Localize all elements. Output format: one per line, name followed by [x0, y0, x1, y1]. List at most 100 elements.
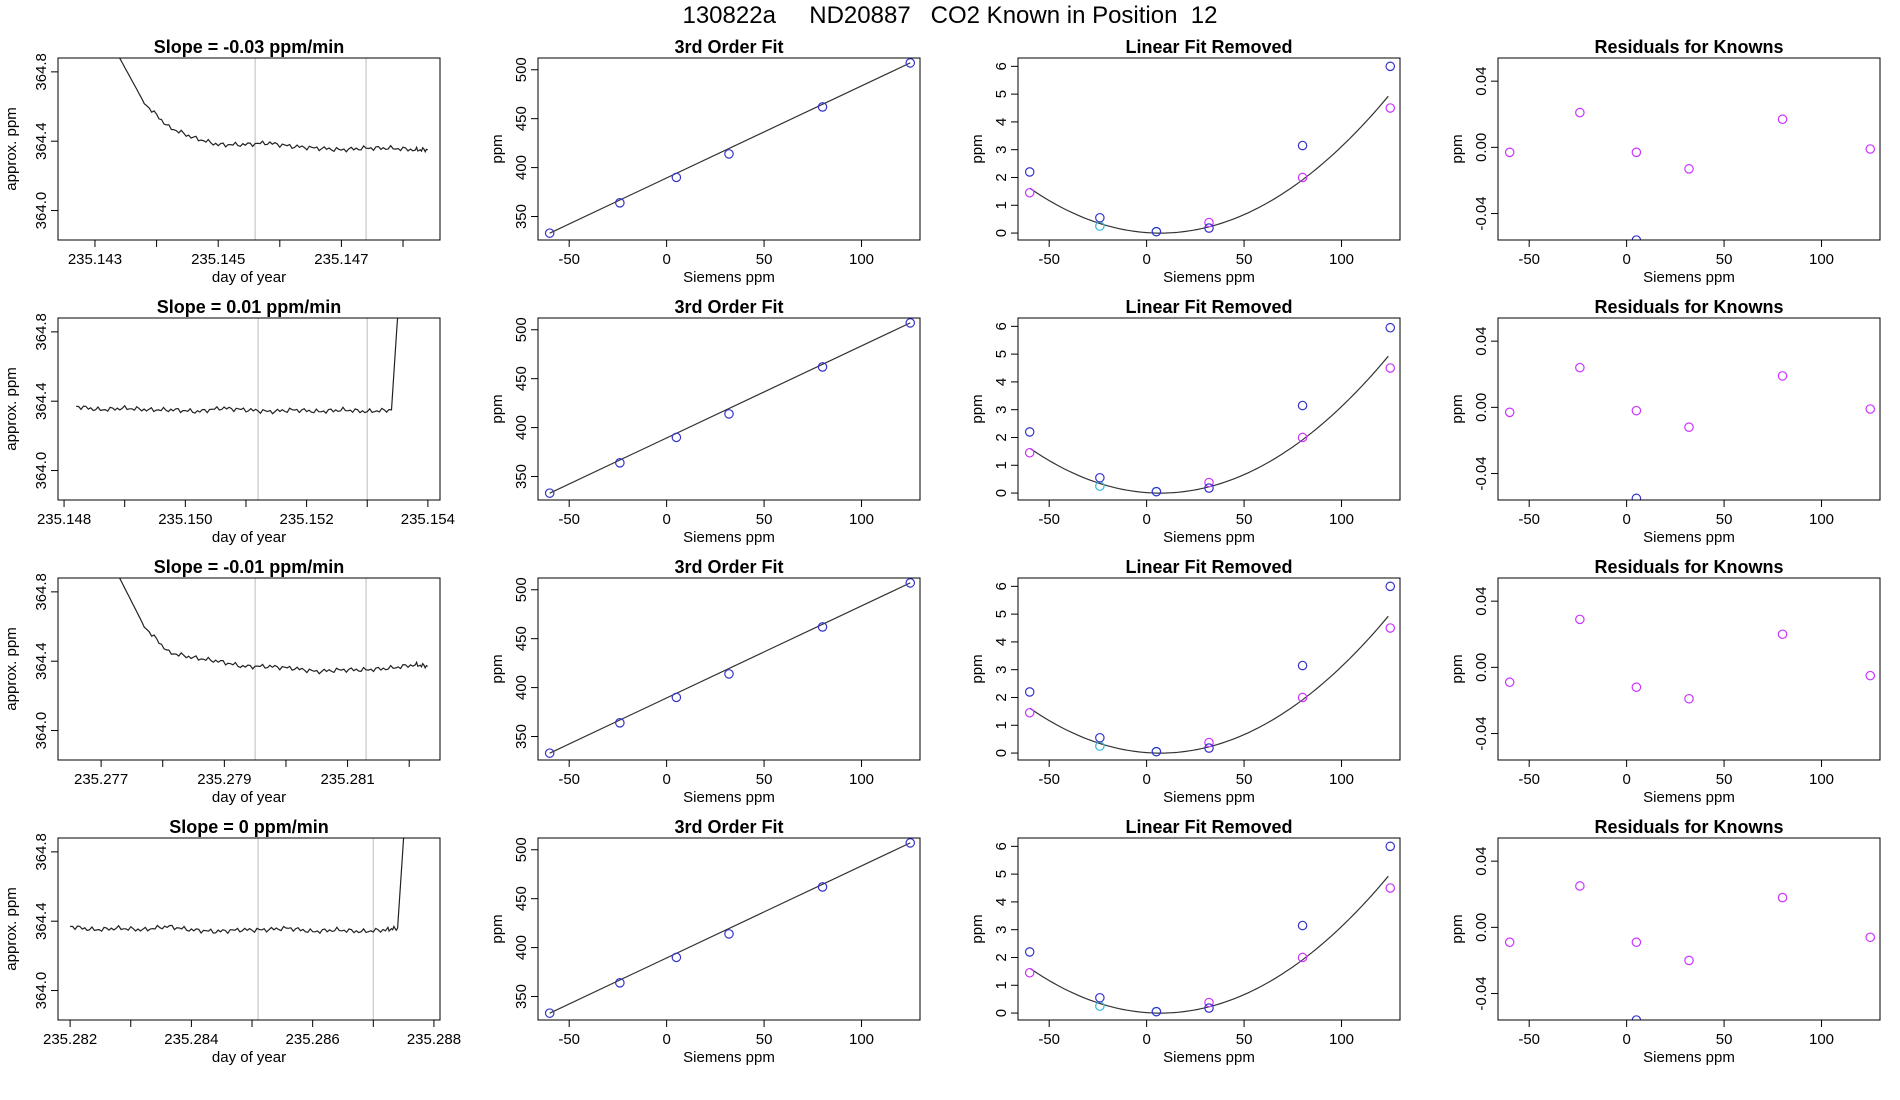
plot-area: [70, 838, 405, 1020]
x-axis-label: Siemens ppm: [683, 1049, 775, 1066]
plot-frame: [537, 57, 921, 241]
x-tick-label: 235.286: [286, 1031, 340, 1048]
y-tick-label: 450: [513, 626, 530, 651]
panel-title: Residuals for Knowns: [1594, 37, 1783, 57]
data-point: [1385, 841, 1396, 852]
data-point: [905, 578, 916, 588]
y-axis-label: ppm: [489, 134, 506, 163]
data-point: [1204, 223, 1214, 233]
y-tick-label: 364.8: [33, 833, 50, 871]
y-tick-label: 0.00: [1473, 133, 1490, 162]
x-tick-label: 100: [1809, 1031, 1834, 1048]
y-tick-label: 400: [513, 155, 530, 180]
data-point: [1777, 371, 1788, 381]
x-tick-label: 50: [756, 511, 773, 528]
y-tick-label: 350: [513, 464, 530, 489]
panel-residuals-row-2: Residuals for Knowns -50 0 50 100 Siemens ppm…: [1449, 297, 1881, 546]
y-tick-label: 350: [513, 204, 530, 229]
data-point: [1297, 660, 1308, 671]
x-tick-label: 0: [1142, 1031, 1150, 1048]
data-point: [671, 432, 682, 443]
plot-frame: [537, 837, 921, 1021]
panel-title: Linear Fit Removed: [1125, 817, 1292, 837]
panel-title: Slope = 0 ppm/min: [169, 817, 329, 837]
data-point: [817, 362, 828, 372]
data-point: [1504, 147, 1515, 158]
data-point: [1095, 992, 1105, 1003]
data-point: [1385, 322, 1396, 333]
y-tick-label: 500: [513, 837, 530, 862]
y-tick-label: 364.0: [33, 712, 50, 750]
data-point: [1865, 404, 1876, 414]
y-tick-label: 1: [993, 201, 1010, 209]
x-tick-label: 0: [1622, 1031, 1630, 1048]
data-point: [905, 838, 916, 848]
plot-frame: [57, 577, 441, 761]
panel-title: Linear Fit Removed: [1125, 297, 1292, 317]
y-axis-label: approx. ppm: [3, 367, 20, 450]
y-tick-label: -0.04: [1473, 196, 1490, 230]
panel-title: 3rd Order Fit: [674, 557, 783, 577]
x-axis-label: day of year: [212, 1049, 286, 1066]
y-tick-label: 350: [513, 724, 530, 749]
data-point: [615, 718, 625, 728]
data-point: [1865, 670, 1876, 681]
x-tick-label: 0: [662, 771, 670, 788]
x-tick-label: 235.143: [68, 251, 122, 268]
data-point: [1151, 486, 1162, 497]
plot-area: [119, 578, 428, 760]
y-axis-label: ppm: [489, 654, 506, 683]
panel-title: 3rd Order Fit: [674, 37, 783, 57]
plot-frame: [1497, 837, 1881, 1021]
data-point: [1297, 692, 1308, 703]
x-tick-label: 0: [662, 251, 670, 268]
plot-frame: [57, 837, 441, 1021]
data-point: [1024, 707, 1035, 718]
x-tick-label: 235.279: [197, 771, 251, 788]
x-tick-label: 0: [1622, 771, 1630, 788]
data-point: [1297, 920, 1308, 931]
data-point: [1204, 737, 1214, 748]
data-point: [1385, 363, 1396, 373]
plot-frame: [57, 317, 441, 501]
y-tick-label: 6: [993, 62, 1010, 70]
data-point: [1204, 1003, 1214, 1013]
x-tick-label: 50: [1236, 251, 1253, 268]
data-point: [817, 622, 828, 632]
data-point: [1385, 103, 1396, 113]
panel-timeseries-row-4: Slope = 0 ppm/min 235.282 235.284 235.286 23…: [3, 817, 461, 1066]
data-point: [1024, 427, 1035, 437]
data-point: [905, 318, 916, 328]
y-axis-label: ppm: [489, 394, 506, 423]
y-tick-label: 3: [993, 146, 1010, 154]
x-tick-label: 0: [1142, 251, 1150, 268]
panel-residuals-row-4: Residuals for Knowns -50 0 50 100 Siemens ppm…: [1449, 817, 1881, 1066]
y-tick-label: 400: [513, 415, 530, 440]
data-point: [1095, 472, 1105, 483]
plot-area: [76, 318, 399, 500]
data-point: [544, 488, 555, 498]
y-axis-label: approx. ppm: [3, 107, 20, 190]
x-tick-label: 235.152: [279, 511, 333, 528]
data-point: [1024, 167, 1035, 177]
y-tick-label: 450: [513, 886, 530, 911]
y-tick-label: 0.04: [1473, 67, 1490, 96]
panel-timeseries-row-3: Slope = -0.01 ppm/min 235.277 235.279 235.2…: [3, 557, 441, 806]
data-point: [1575, 614, 1585, 625]
y-tick-label: 4: [993, 898, 1010, 906]
x-tick-label: 100: [849, 1031, 874, 1048]
data-point: [671, 172, 682, 183]
x-tick-label: 50: [756, 1031, 773, 1048]
panel-title: Linear Fit Removed: [1125, 557, 1292, 577]
data-point: [1204, 477, 1214, 488]
x-tick-label: 100: [1329, 1031, 1354, 1048]
data-point: [1865, 144, 1876, 154]
series-line: [119, 578, 428, 675]
data-point: [1777, 114, 1788, 125]
y-tick-label: -0.04: [1473, 456, 1490, 490]
x-tick-label: 0: [1622, 511, 1630, 528]
x-tick-label: 50: [1716, 1031, 1733, 1048]
data-point: [1684, 164, 1694, 174]
y-tick-label: 500: [513, 577, 530, 602]
data-point: [1151, 226, 1162, 237]
